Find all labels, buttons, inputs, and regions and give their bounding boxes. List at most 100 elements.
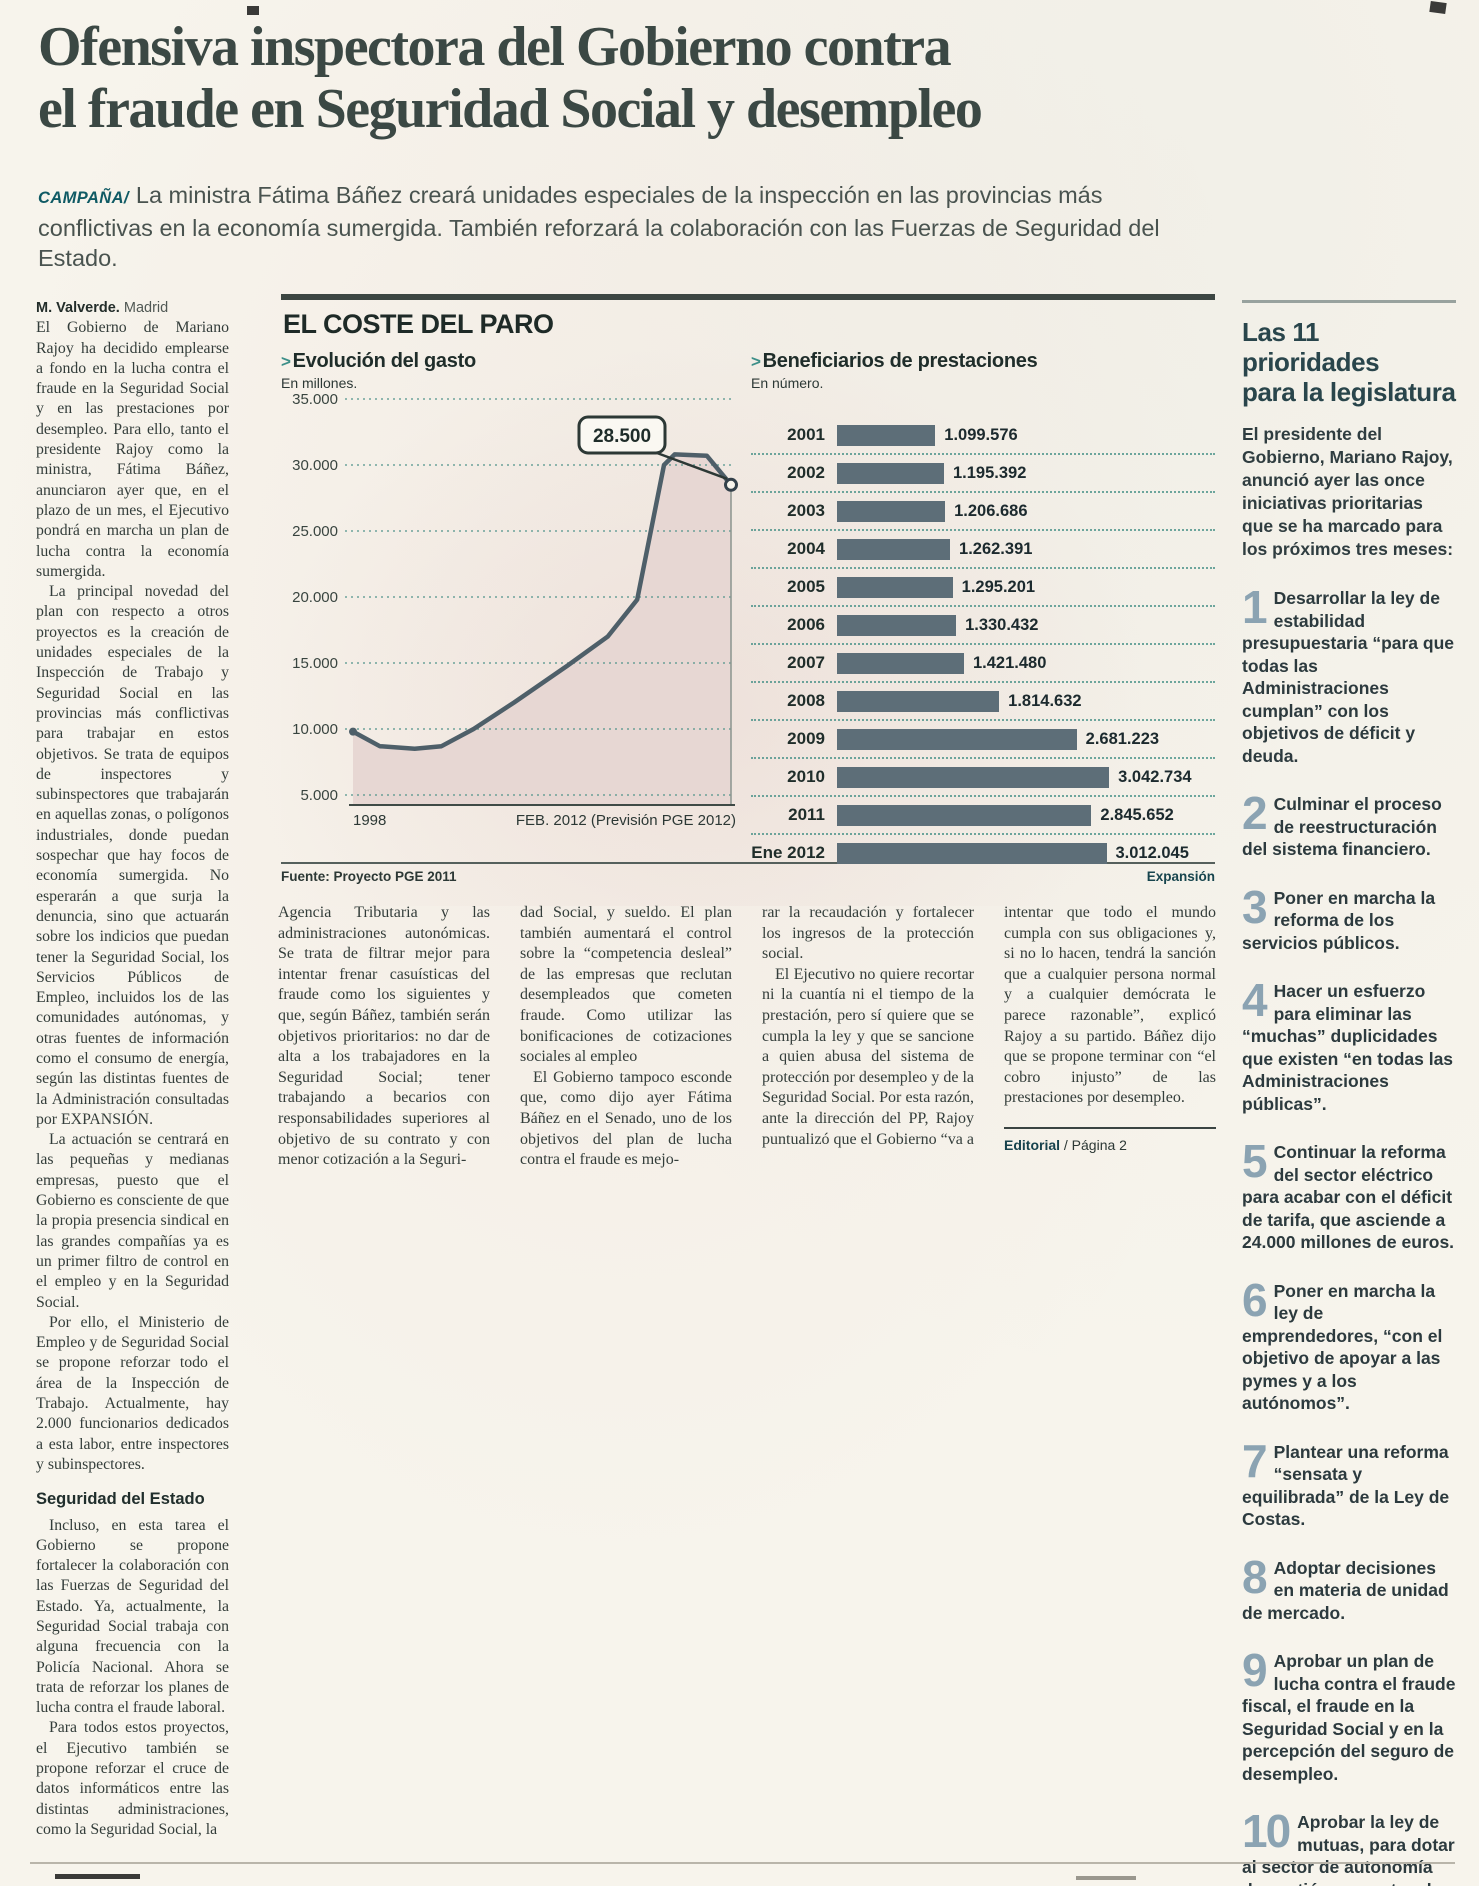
bar-row: 2003 1.206.686 [751, 493, 1215, 531]
section-subhead: Seguridad del Estado [36, 1490, 205, 1509]
bar-year-label: 2004 [787, 539, 825, 558]
headline-line-1: Ofensiva inspectora del Gobierno contra [38, 16, 952, 78]
angle-icon: > [751, 352, 761, 371]
priority-number: 10 [1242, 1805, 1291, 1857]
bar [837, 614, 957, 636]
bar-track: 2.845.652 [837, 804, 1215, 826]
beneficiaries-chart-panel: > Beneficiarios de prestaciones En número… [751, 350, 1215, 871]
line-start-dot [349, 727, 357, 736]
bar-year-label: 2009 [787, 729, 825, 748]
bar-value-label: 1.206.686 [954, 501, 1028, 520]
callout-value: 28.500 [593, 426, 651, 447]
bar-row: 2009 2.681.223 [751, 721, 1215, 759]
sidebar-intro: El presidente del Gobierno, Mariano Rajo… [1242, 424, 1454, 559]
article-column-1: M. Valverde. Madrid El Gobierno de Maria… [36, 298, 229, 1854]
paragraph: Por ello, el Ministerio de Empleo y de S… [36, 1313, 229, 1473]
page-bottom-rule [30, 1862, 1455, 1864]
bar-row: 2005 1.295.201 [751, 569, 1215, 607]
priorities-sidebar: Las 11 prioridades para la legislatura E… [1242, 300, 1456, 1886]
priority-text: Poner en marcha la reforma de los servic… [1242, 887, 1436, 953]
priority-text: Plantear una reforma “sensata y equilibr… [1242, 1441, 1450, 1530]
paragraph: El Gobierno tampoco esconde que, como di… [520, 1068, 732, 1169]
editorial-ref-bold: Editorial [1004, 1136, 1061, 1153]
bar-value-label: 2.681.223 [1085, 729, 1160, 748]
bar [837, 652, 964, 674]
scan-artifact [55, 1874, 140, 1879]
spending-chart-title-text: Evolución del gasto [292, 350, 477, 372]
bar-row: 2011 2.845.652 [751, 797, 1215, 835]
priority-text: Continuar la reforma del sector eléctric… [1242, 1142, 1455, 1252]
bar-value-label: 1.262.391 [959, 539, 1033, 558]
priority-number: 9 [1242, 1644, 1268, 1696]
editorial-ref-rest: / Página 2 [1060, 1136, 1127, 1153]
bar-row: 2010 3.042.734 [751, 759, 1215, 797]
bar-year-label: 2002 [787, 463, 825, 482]
paragraph: La principal novedad del plan con respec… [36, 583, 229, 1128]
area-fill [353, 454, 731, 805]
priority-item: 4 Hacer un esfuerzo para eliminar las “m… [1242, 974, 1456, 1115]
bar-year-label: Ene 2012 [751, 843, 825, 862]
bar-value-label: 1.421.480 [973, 653, 1047, 672]
bar-row: 2008 1.814.632 [751, 683, 1215, 721]
bar-value-label: 1.099.576 [944, 425, 1018, 444]
bar-year-label: 2011 [788, 805, 825, 824]
priority-number: 7 [1242, 1434, 1268, 1487]
chart-title: EL COSTE DEL PARO [283, 309, 554, 339]
priority-number: 8 [1242, 1550, 1268, 1603]
bar-year-label: 2003 [787, 501, 825, 520]
sidebar-top-rule [1242, 300, 1456, 303]
priority-number: 1 [1242, 581, 1268, 633]
priority-number: 2 [1242, 787, 1268, 839]
priority-text: Adoptar decisiones en materia de unidad … [1242, 1557, 1449, 1623]
paragraph: El Gobierno de Mariano Rajoy ha decidido… [36, 319, 229, 580]
article-column-2: Agencia Tributaria y las administracione… [278, 903, 490, 1171]
beneficiaries-chart-unit: En número. [751, 375, 824, 391]
chart-panels: > Evolución del gasto En millones. 35.000… [281, 340, 1215, 864]
bar-value-label: 3.012.045 [1115, 843, 1189, 862]
bar-year-label: 2008 [787, 691, 825, 710]
chart-footer: Fuente: Proyecto PGE 2011 Expansión [281, 862, 1215, 884]
bar-track: 2.681.223 [837, 728, 1215, 750]
line-chart-svg: 35.000 30.000 25.000 20.000 15.000 10.000 5.00… [292, 391, 738, 829]
sidebar-title-line-2: para la legislatura [1242, 377, 1456, 407]
sidebar-title-line-1: Las 11 prioridades [1242, 317, 1380, 377]
bar-track: 1.195.392 [837, 462, 1215, 484]
paragraph: La actuación se centrará en las pequeñas… [36, 1131, 229, 1311]
beneficiaries-chart-title: > Beneficiarios de prestaciones [751, 350, 1215, 373]
bar-year-label: 2007 [787, 653, 825, 672]
priority-number: 5 [1242, 1135, 1268, 1187]
paragraph: intentar que todo el mundo cumpla con su… [1004, 904, 1216, 1107]
byline: M. Valverde. Madrid [36, 298, 229, 318]
priority-item: 2 Culminar el proceso de reestructuració… [1242, 787, 1456, 861]
svg-text:30.000: 30.000 [292, 457, 338, 474]
bar [837, 462, 944, 484]
article-column-3: dad Social, y sueldo. El plan también au… [520, 903, 732, 1171]
priority-item: 8 Adoptar decisiones en materia de unida… [1242, 1550, 1456, 1625]
bar-row: 2006 1.330.432 [751, 607, 1215, 645]
priority-number: 6 [1242, 1273, 1268, 1326]
priority-text: Hacer un esfuerzo para eliminar las “muc… [1242, 981, 1454, 1114]
priority-number: 4 [1242, 974, 1268, 1026]
gridlines: 35.000 30.000 25.000 20.000 15.000 10.000 5.00… [292, 391, 735, 804]
bar-track: 1.206.686 [837, 500, 1215, 522]
x-axis-label-end: FEB. 2012 (Previsión PGE 2012) [516, 812, 736, 829]
bar-track: 1.421.480 [837, 652, 1215, 674]
priority-text: Desarrollar la ley de estabilidad presup… [1242, 588, 1455, 766]
line-end-dot [724, 477, 738, 492]
byline-author: M. Valverde. [36, 300, 120, 316]
editorial-ref: Editorial / Página 2 [1004, 1126, 1216, 1156]
bar-value-label: 2.845.652 [1100, 805, 1174, 824]
bar [837, 728, 1077, 750]
beneficiaries-chart-title-text: Beneficiarios de prestaciones [762, 350, 1038, 372]
bar [837, 576, 953, 598]
bar-year-label: 2005 [787, 577, 825, 596]
bar-track: 1.295.201 [837, 576, 1215, 598]
chart-credit: Expansión [1146, 869, 1215, 884]
paragraph: rar la recaudación y fortalecer los ingr… [762, 904, 974, 963]
callout-box [577, 415, 667, 455]
bar-year-label: 2010 [787, 767, 825, 786]
angle-icon: > [281, 352, 291, 371]
headline-line-2: el fraude en Seguridad Social y desemple… [38, 78, 983, 140]
scan-artifact [247, 6, 259, 15]
